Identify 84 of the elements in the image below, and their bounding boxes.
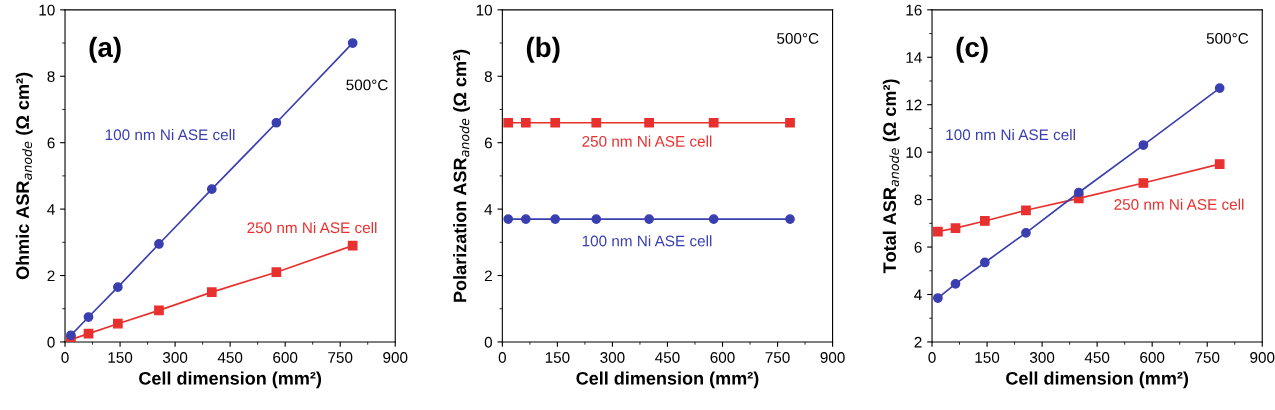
x-tick-label: 900 [1250, 352, 1275, 363]
point [271, 267, 282, 278]
x-tick-label: 300 [1029, 352, 1055, 363]
x-tick-label: 600 [710, 352, 735, 363]
annotation: 500°C [1206, 33, 1249, 44]
point [206, 287, 217, 297]
y-tick-label: 2 [484, 270, 492, 282]
x-tick-label: 750 [765, 352, 790, 363]
y-axis-title: Ohmic ASR$_{anode}$ (Ω cm²) [15, 72, 33, 280]
y-tick-label: 6 [914, 241, 922, 253]
x-axis-title: Cell dimension (mm²) [1006, 371, 1189, 389]
x-tick-label: 450 [1084, 352, 1110, 363]
point [1214, 83, 1225, 93]
y-tick-label: 6 [47, 137, 55, 149]
x-axis-title: Cell dimension (mm²) [576, 371, 759, 389]
y-tick-label: 10 [476, 4, 493, 16]
annotation: (b) [526, 36, 560, 63]
y-tick-label: 8 [914, 194, 922, 206]
point [979, 216, 990, 226]
point [83, 312, 94, 322]
x-tick-label: 900 [383, 352, 408, 363]
x-tick-label: 900 [820, 352, 845, 363]
x-tick-label: 600 [273, 352, 298, 363]
x-tick-label: 150 [545, 352, 570, 363]
y-tick-label: 8 [47, 71, 55, 82]
point [271, 117, 282, 128]
y-tick-label: 10 [906, 147, 922, 158]
text: 100 nm Ni ASE cell [946, 128, 1075, 141]
point [347, 240, 358, 251]
x-tick-label: 150 [108, 352, 133, 363]
annotation: (a) [89, 36, 121, 63]
point [1138, 140, 1149, 150]
point [1073, 187, 1084, 198]
point [1021, 227, 1031, 238]
point [1214, 159, 1225, 169]
series-label: 100 nm Ni ASE cell [582, 235, 712, 247]
point [1138, 178, 1149, 188]
y-tick-label: 4 [484, 204, 493, 215]
x-tick-label: 750 [328, 352, 353, 363]
x-tick-label: 300 [162, 352, 188, 363]
y-tick-label: 0 [47, 336, 55, 348]
point [112, 282, 123, 293]
point [154, 239, 164, 249]
x-tick-label: 300 [600, 352, 625, 363]
point [1021, 205, 1031, 216]
y-tick-label: 8 [484, 71, 492, 82]
point [347, 38, 358, 48]
y-tick-label: 12 [906, 99, 922, 111]
x-tick-label: 150 [975, 352, 1000, 363]
x-tick-label: 750 [1195, 352, 1220, 363]
annotation: 500°C [777, 33, 819, 44]
y-tick-label: 0 [484, 336, 493, 348]
y-tick-label: 14 [906, 52, 922, 63]
x-tick-label: 0 [61, 352, 69, 363]
series-label: 250 nm Ni ASE cell [247, 221, 377, 234]
point [112, 318, 123, 329]
y-axis-title: Total ASR$_{anode}$ (Ω cm²) [882, 79, 900, 274]
x-tick-label: 450 [655, 352, 680, 363]
point [933, 293, 943, 303]
point [66, 330, 76, 341]
y-tick-label: 10 [39, 4, 55, 16]
y-tick-label: 4 [914, 289, 922, 301]
point [950, 223, 961, 233]
x-tick-label: 0 [498, 352, 506, 363]
x-tick-label: 450 [217, 352, 243, 363]
y-tick-label: 2 [47, 270, 55, 282]
x-tick-label: 600 [1140, 352, 1165, 363]
x-tick-label: 0 [928, 352, 936, 363]
series-label: 250 nm Ni ASE cell [582, 135, 712, 147]
y-tick-label: 16 [906, 4, 922, 16]
y-axis-title: Polarization ASR$_{anode}$ (Ω cm²) [453, 49, 470, 302]
point [979, 257, 990, 268]
series-label: 100 nm Ni ASE cell [105, 128, 235, 141]
annotation: 500°C [346, 79, 388, 91]
x-axis-title: Cell dimension (mm²) [139, 371, 322, 389]
y-tick-label: 2 [914, 336, 922, 348]
point [950, 278, 961, 289]
y-tick-label: 6 [484, 137, 492, 149]
series-label: 250 nm Ni ASE cell [1114, 198, 1244, 210]
point [154, 305, 164, 316]
point [933, 226, 943, 237]
annotation: (c) [956, 36, 988, 63]
y-tick-label: 4 [47, 204, 55, 215]
point [206, 184, 217, 195]
